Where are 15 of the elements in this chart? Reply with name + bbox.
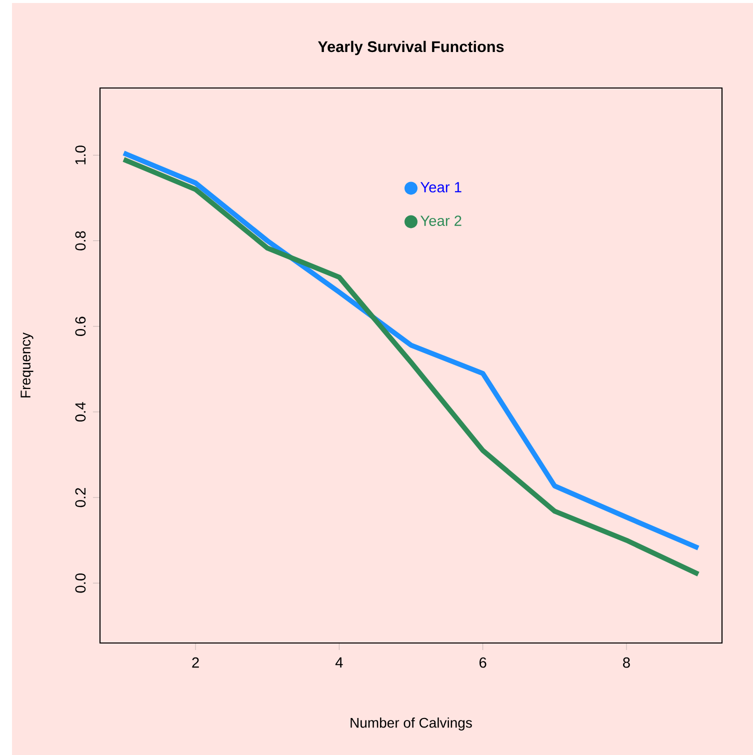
y-axis-title: Frequency xyxy=(20,332,34,398)
y-tick-label: 0.6 xyxy=(75,316,86,336)
legend-label: Year 1 xyxy=(420,182,462,192)
y-tick-label: 0.2 xyxy=(75,488,86,508)
chart-title: Yearly Survival Functions xyxy=(318,40,504,56)
x-axis-title: Number of Calvings xyxy=(350,717,472,731)
x-tick-label: 8 xyxy=(623,657,630,668)
x-tick-label: 4 xyxy=(335,657,343,668)
y-tick-label: 1.0 xyxy=(75,146,86,164)
x-tick-label: 2 xyxy=(192,657,199,668)
y-tick-label: 0.0 xyxy=(75,573,86,593)
x-tick-label: 6 xyxy=(480,657,486,668)
y-tick-label: 0.8 xyxy=(75,231,86,250)
legend-label: Year 2 xyxy=(420,216,462,226)
y-tick-label: 0.4 xyxy=(75,402,86,422)
